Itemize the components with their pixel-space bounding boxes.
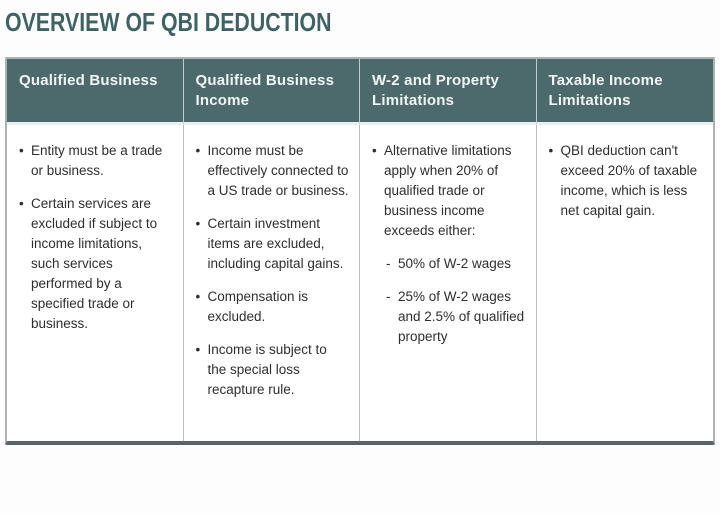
bullet-item: Certain services are excluded if subject… (18, 194, 173, 334)
bullet-item: Alternative limitations apply when 20% o… (371, 141, 526, 241)
bullet-item: QBI deduction can't exceed 20% of taxabl… (548, 141, 704, 221)
column-header-w2-property-limitations: W-2 and Property Limitations (360, 59, 537, 125)
sub-bullet-item: 50% of W-2 wages (385, 254, 526, 274)
sub-bullet-item: 25% of W-2 wages and 2.5% of qualified p… (385, 287, 526, 347)
bullet-item: Income must be effectively connected to … (195, 141, 350, 201)
table-cell-w2-property-limitations: Alternative limitations apply when 20% o… (360, 125, 537, 441)
bullet-item: Certain investment items are excluded, i… (195, 214, 350, 274)
bullet-item: Income is subject to the special loss re… (195, 340, 350, 400)
column-header-qualified-business-income: Qualified Business Income (183, 59, 360, 125)
table-cell-taxable-income-limitations: QBI deduction can't exceed 20% of taxabl… (536, 125, 713, 441)
bullet-item: Compensation is excluded. (195, 287, 350, 327)
qbi-deduction-table: Qualified Business Qualified Business In… (5, 57, 715, 445)
page-title: OVERVIEW OF QBI DEDUCTION (5, 7, 332, 37)
bullet-item: Entity must be a trade or business. (18, 141, 173, 181)
table-cell-qualified-business: Entity must be a trade or business. Cert… (7, 125, 184, 441)
column-header-taxable-income-limitations: Taxable Income Limitations (536, 59, 713, 125)
column-header-qualified-business: Qualified Business (7, 59, 184, 125)
table-cell-qualified-business-income: Income must be effectively connected to … (183, 125, 360, 441)
